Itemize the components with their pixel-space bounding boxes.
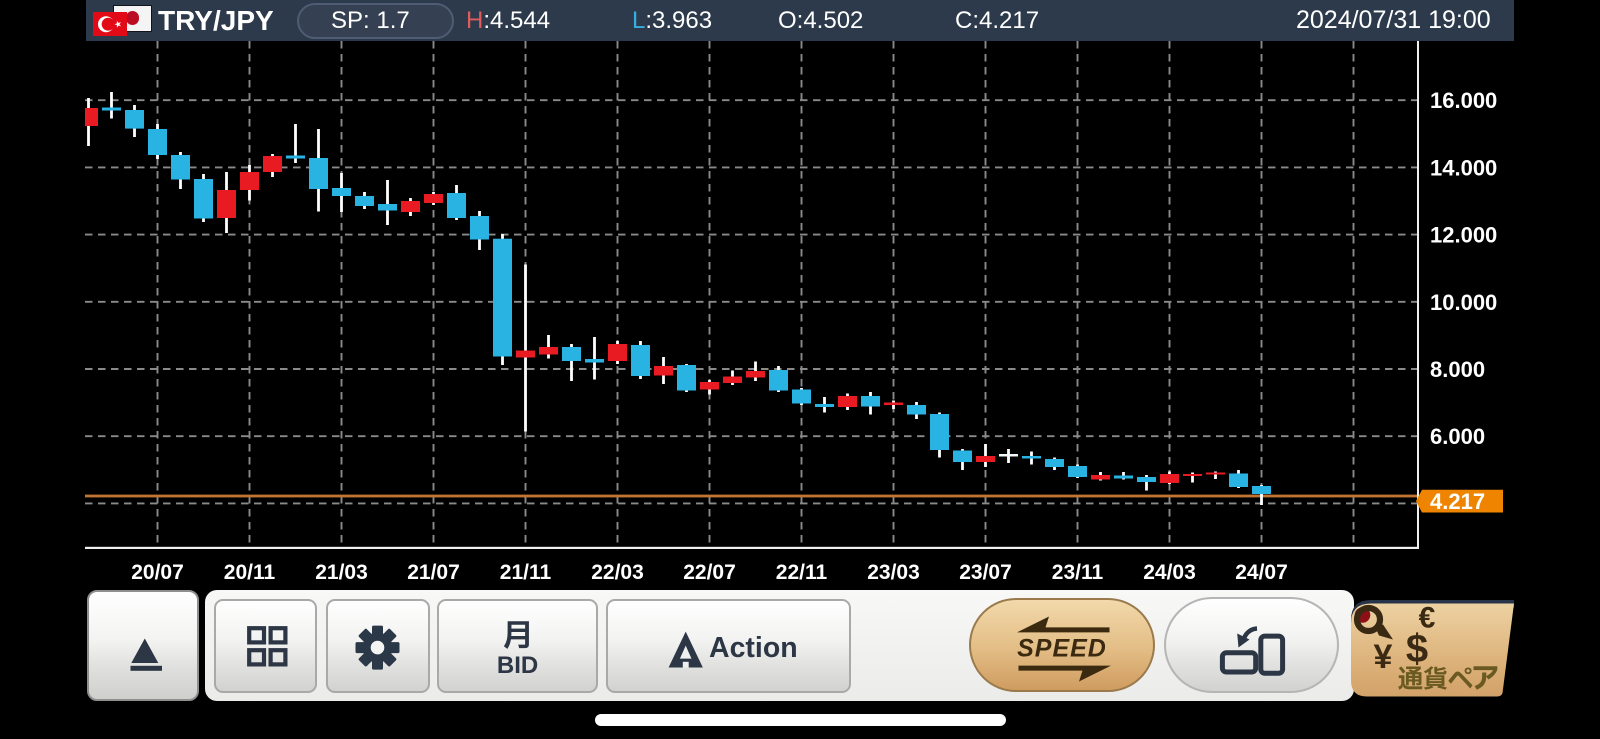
svg-text:12.000: 12.000 bbox=[1430, 223, 1497, 248]
svg-text:23/07: 23/07 bbox=[959, 561, 1012, 584]
svg-text:21/11: 21/11 bbox=[500, 561, 552, 584]
svg-text:22/11: 22/11 bbox=[776, 561, 828, 584]
svg-text:24/03: 24/03 bbox=[1143, 561, 1196, 584]
svg-text:21/03: 21/03 bbox=[315, 561, 368, 584]
svg-text:20/11: 20/11 bbox=[224, 561, 276, 584]
svg-text:€: € bbox=[1419, 602, 1436, 635]
svg-text:Action: Action bbox=[709, 632, 798, 664]
svg-text:$: $ bbox=[1406, 627, 1428, 671]
svg-text:22/03: 22/03 bbox=[591, 561, 644, 584]
svg-text:23/03: 23/03 bbox=[867, 561, 920, 584]
svg-text:10.000: 10.000 bbox=[1430, 290, 1497, 315]
svg-text:¥: ¥ bbox=[1374, 638, 1393, 676]
svg-text:8.000: 8.000 bbox=[1430, 357, 1485, 382]
svg-text:16.000: 16.000 bbox=[1430, 88, 1497, 113]
svg-text:14.000: 14.000 bbox=[1430, 155, 1497, 180]
svg-text:4.217: 4.217 bbox=[1430, 489, 1485, 514]
svg-text:23/11: 23/11 bbox=[1052, 561, 1104, 584]
svg-text:21/07: 21/07 bbox=[407, 561, 460, 584]
svg-text:SPEED: SPEED bbox=[1017, 635, 1107, 663]
svg-text:24/07: 24/07 bbox=[1235, 561, 1288, 584]
svg-text:6.000: 6.000 bbox=[1430, 424, 1485, 449]
svg-text:20/07: 20/07 bbox=[131, 561, 184, 584]
svg-text:22/07: 22/07 bbox=[683, 561, 736, 584]
